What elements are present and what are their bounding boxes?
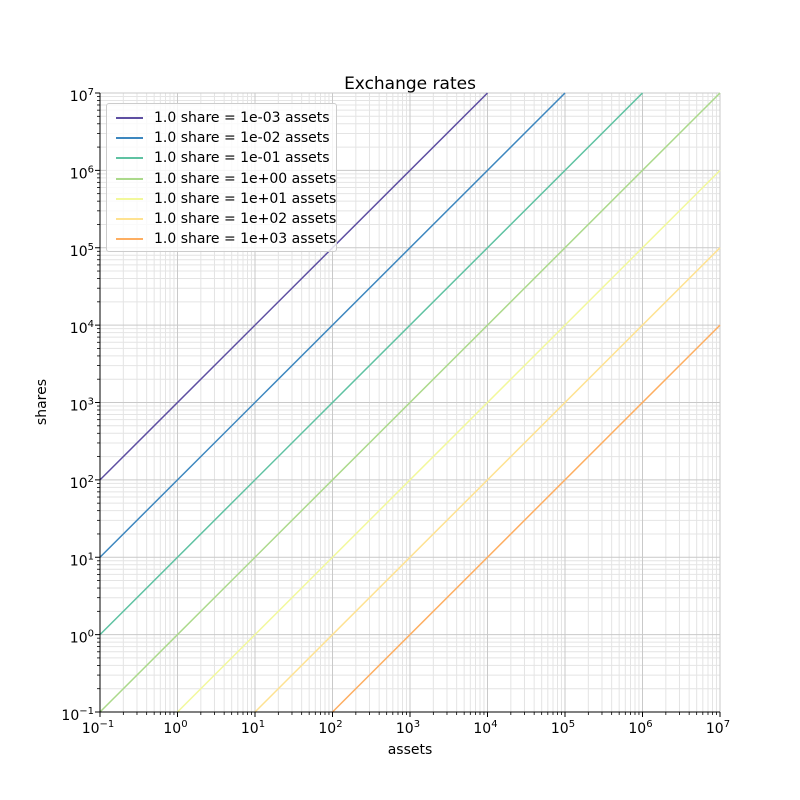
y-tick-label: 106: [70, 164, 94, 182]
legend-item: 1.0 share = 1e-02 assets: [107, 128, 336, 148]
legend-label: 1.0 share = 1e-03 assets: [154, 110, 330, 127]
y-tick-label: 100: [70, 629, 94, 647]
legend-swatch: [116, 117, 143, 120]
series-line-4: [176, 169, 721, 713]
x-tick-label: 106: [628, 719, 652, 737]
y-tick-label: 103: [70, 397, 94, 415]
y-axis-label: shares: [34, 378, 50, 426]
legend-swatch: [116, 218, 143, 221]
tick-labels: 10−1 100 101 102 103 104 105 106 107 10−1 100 101 10…: [61, 87, 730, 737]
series-line-6: [331, 324, 721, 713]
legend-item: 1.0 share = 1e+00 assets: [107, 169, 336, 189]
legend-item: 1.0 share = 1e-01 assets: [107, 148, 336, 168]
x-tick-label: 103: [396, 719, 420, 737]
y-tick-label: 107: [70, 87, 94, 105]
series-line-1: [99, 92, 566, 558]
legend-swatch: [116, 238, 143, 241]
legend-swatch: [116, 157, 143, 160]
legend-label: 1.0 share = 1e-01 assets: [154, 150, 330, 167]
series-line-2: [99, 92, 644, 636]
x-tick-label: 107: [706, 719, 730, 737]
legend: 1.0 share = 1e-03 assets 1.0 share = 1e-0…: [106, 103, 337, 252]
legend-label: 1.0 share = 1e+02 assets: [154, 211, 337, 228]
legend-item: 1.0 share = 1e+03 assets: [107, 229, 336, 249]
x-tick-label: 105: [551, 719, 575, 737]
legend-swatch: [116, 197, 143, 200]
legend-item: 1.0 share = 1e+01 assets: [107, 189, 336, 209]
legend-swatch: [116, 137, 143, 140]
axis-ticks: [95, 92, 721, 717]
series-line-3: [99, 92, 721, 713]
y-tick-label: 10−1: [61, 706, 94, 724]
legend-item: 1.0 share = 1e-03 assets: [107, 108, 336, 128]
y-tick-label: 104: [70, 319, 94, 337]
series-lines: [99, 92, 721, 713]
x-tick-label: 10−1: [82, 719, 115, 737]
x-tick-label: 100: [163, 719, 187, 737]
y-tick-label: 102: [70, 474, 94, 492]
y-tick-label: 101: [70, 551, 94, 569]
x-tick-label: 102: [318, 719, 342, 737]
legend-item: 1.0 share = 1e+02 assets: [107, 209, 336, 229]
legend-label: 1.0 share = 1e-02 assets: [154, 130, 330, 147]
legend-label: 1.0 share = 1e+01 assets: [154, 190, 337, 207]
chart-title: Exchange rates: [344, 74, 476, 94]
x-axis-label: assets: [387, 742, 433, 758]
x-tick-label: 101: [241, 719, 265, 737]
y-tick-label: 105: [70, 242, 94, 260]
legend-label: 1.0 share = 1e+03 assets: [154, 231, 337, 248]
series-line-5: [254, 247, 721, 713]
series-line-0: [99, 92, 489, 481]
legend-label: 1.0 share = 1e+00 assets: [154, 170, 337, 187]
legend-swatch: [116, 177, 143, 180]
x-tick-label: 104: [473, 719, 497, 737]
